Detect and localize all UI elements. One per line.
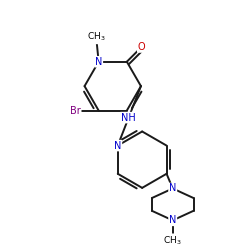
Text: CH$_3$: CH$_3$ xyxy=(164,234,182,247)
Text: Br: Br xyxy=(70,106,81,116)
Text: NH: NH xyxy=(121,112,136,122)
Text: N: N xyxy=(169,184,176,194)
Text: O: O xyxy=(138,42,145,52)
Text: N: N xyxy=(169,215,176,225)
Text: CH$_3$: CH$_3$ xyxy=(87,31,106,44)
Text: N: N xyxy=(114,140,122,150)
Text: N: N xyxy=(95,57,102,67)
